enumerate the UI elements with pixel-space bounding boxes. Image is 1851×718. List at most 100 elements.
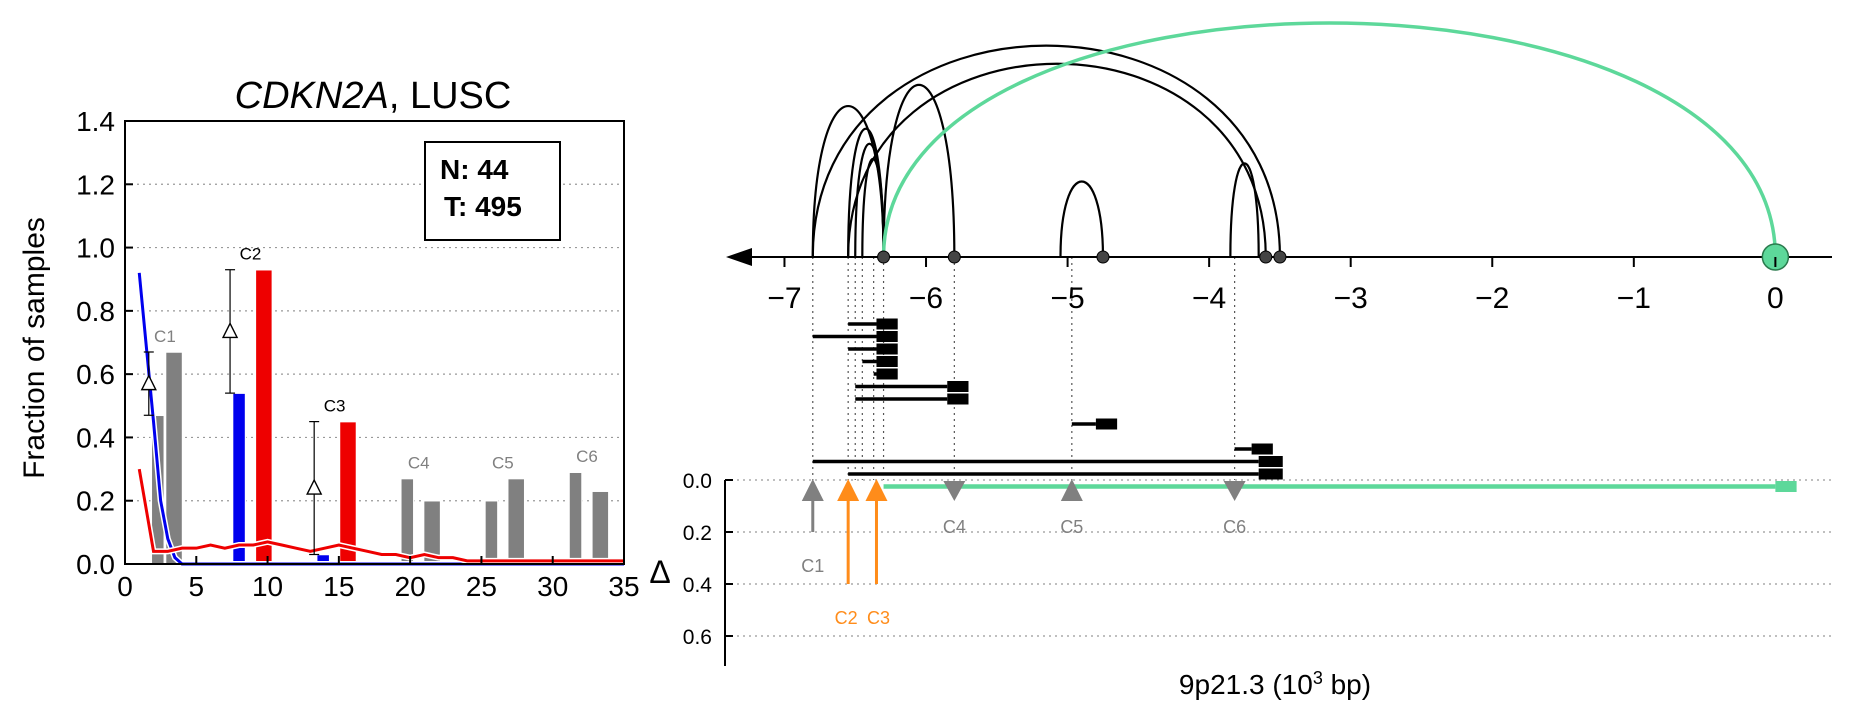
arc-6 <box>847 62 1267 258</box>
arc-node <box>1259 250 1273 264</box>
arc-node <box>1096 250 1110 264</box>
left-lines <box>136 272 624 567</box>
normal-bar-c2 <box>231 392 247 565</box>
genome-tick-label: −5 <box>1050 282 1084 315</box>
arc-node <box>947 250 961 264</box>
delta-icon-c2 <box>221 321 239 339</box>
arcs <box>811 21 1778 258</box>
segment-box-4 <box>876 368 898 380</box>
tumor-count: T: 495 <box>444 191 522 222</box>
y-tick-label: 1.2 <box>76 169 115 200</box>
delta-axis-label: Δ <box>649 554 670 590</box>
segment-box-10 <box>1258 468 1283 480</box>
delta-tick-label: 0.0 <box>683 470 712 493</box>
series-line-0 <box>137 272 624 566</box>
cluster-label-c4: C4 <box>408 454 430 473</box>
marker-arrow-up-c1 <box>801 479 824 501</box>
highlight-segment-box <box>1775 481 1797 492</box>
cluster-markers: C1 C2 C3 C4 C5 C6 <box>801 479 1246 628</box>
normal-bar-c5 <box>484 499 499 565</box>
y-tick-label: 1.0 <box>76 233 115 264</box>
xlabel-exponent: 3 <box>1313 668 1323 688</box>
tumor-bar-c5 <box>506 477 526 565</box>
arc-4 <box>882 83 956 258</box>
sample-count-box: N: 44 T: 495 <box>424 141 561 241</box>
arc-7 <box>1059 180 1105 258</box>
title-suffix: , LUSC <box>389 75 511 117</box>
x-tick-label: 30 <box>537 571 568 602</box>
delta-grid <box>725 479 1832 637</box>
y-tick-label: 1.4 <box>76 106 115 137</box>
title-gene: CDKN2A <box>235 75 389 117</box>
xlabel-main: 9p21.3 (10 <box>1179 669 1313 700</box>
left-y-axis-label: Fraction of samples <box>18 217 51 479</box>
segment-box-2 <box>876 343 898 355</box>
left-cluster-labels: C1 C2 C3 C4 C5 C6 <box>154 245 598 473</box>
arc-node <box>877 250 891 264</box>
axis-arrow-icon <box>726 248 752 266</box>
highlight-arc <box>881 21 1778 258</box>
arc-5 <box>811 44 1282 258</box>
tumor-bar-c3 <box>338 420 358 565</box>
y-tick-label: 0.6 <box>76 359 115 390</box>
genome-tick-label: −3 <box>1334 282 1368 315</box>
segment-box-9 <box>1258 456 1283 467</box>
marker-arrow-up-c5 <box>1060 479 1083 501</box>
delta-tick-label: 0.6 <box>683 626 712 649</box>
segment-box-1 <box>876 331 898 342</box>
sample-count-frame <box>424 141 561 241</box>
xlabel-end: bp) <box>1323 669 1371 700</box>
delta-axis-ticks: 0.0 0.2 0.4 0.6 <box>683 470 733 649</box>
marker-arrow-down-c4 <box>943 481 966 501</box>
cluster-label-c6: C6 <box>576 447 598 466</box>
genome-tick-label: −4 <box>1192 282 1226 315</box>
left-chart-title: CDKN2A, LUSC <box>235 75 512 117</box>
y-tick-label: 0.0 <box>76 549 115 580</box>
delta-tick-label: 0.4 <box>683 574 713 597</box>
x-tick-label: 25 <box>466 571 497 602</box>
right-x-axis-label: 9p21.3 (103 bp) <box>1179 668 1371 700</box>
marker-arrow-down-c6 <box>1223 481 1246 501</box>
marker-label-c6: C6 <box>1223 517 1246 537</box>
genome-tick-label: −1 <box>1617 282 1651 315</box>
segment-box-5 <box>947 381 969 392</box>
left-delta-markers <box>140 269 323 556</box>
marker-label-c1: C1 <box>801 556 824 576</box>
segment-box-7 <box>1095 418 1118 430</box>
series-line-1 <box>137 468 624 563</box>
cluster-label-c3: C3 <box>324 397 346 416</box>
x-tick-label: 10 <box>252 571 283 602</box>
marker-label-c4: C4 <box>943 517 966 537</box>
tumor-bar-c6 <box>591 490 610 565</box>
x-tick-label: 5 <box>188 571 204 602</box>
delta-icon-c1 <box>140 374 157 391</box>
normal-bar-c4 <box>400 477 415 565</box>
tumor-bar-c2 <box>254 268 274 565</box>
segment-box-3 <box>876 356 898 367</box>
normal-bar-c6 <box>568 471 583 565</box>
marker-arrow-up-c2 <box>837 479 860 501</box>
x-tick-label: 15 <box>323 571 354 602</box>
series-line-halo-0 <box>136 272 624 567</box>
x-tick-label: 20 <box>395 571 426 602</box>
y-tick-label: 0.2 <box>76 486 115 517</box>
dotted-guides <box>812 257 1236 480</box>
arc-8 <box>1229 162 1260 258</box>
marker-label-c2: C2 <box>835 608 858 628</box>
x-tick-label: 0 <box>117 571 133 602</box>
left-bars <box>150 268 610 565</box>
cdkn2a-bar-chart: CDKN2A, LUSC Fraction of samples C1C2C3C… <box>18 75 640 602</box>
cluster-label-c5: C5 <box>492 454 514 473</box>
segment-box-0 <box>876 318 898 330</box>
marker-label-c3: C3 <box>867 608 890 628</box>
genome-tick-label: −7 <box>767 282 801 315</box>
segment-box-8 <box>1251 443 1273 455</box>
series-line-halo-1 <box>136 468 624 564</box>
arc-2 <box>854 142 885 258</box>
left-plot-frame <box>124 120 625 565</box>
genome-tick-label: −2 <box>1475 282 1509 315</box>
delta-icon-c3 <box>306 478 323 495</box>
cluster-label-c2: C2 <box>240 245 262 264</box>
